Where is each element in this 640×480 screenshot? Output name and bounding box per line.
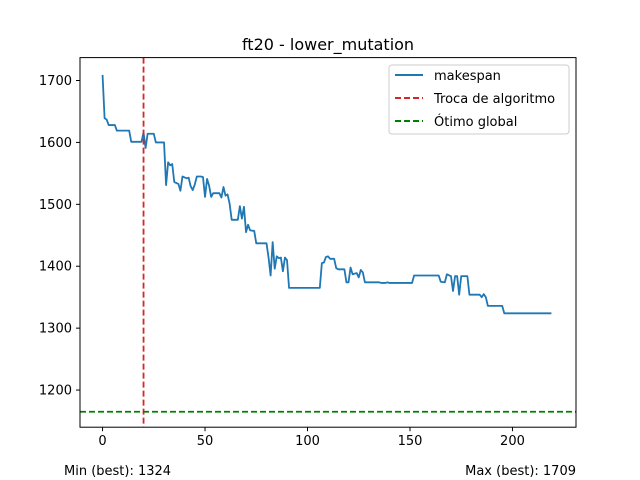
x-tick-label: 200 [500,434,525,449]
y-tick-label: 1400 [39,260,72,275]
plot-area [80,57,576,428]
legend-label-otimo-global: Ótimo global [434,114,517,130]
x-tick-label: 150 [398,434,423,449]
legend-box [388,64,570,135]
legend-label-makespan: makespan [434,69,501,84]
y-tick-label: 1200 [39,384,72,399]
y-tick-label: 1700 [39,74,72,89]
legend-label-troca-de-algoritmo: Troca de algoritmo [433,92,555,107]
legend: makespan Troca de algoritmo Ótimo global [388,64,570,135]
y-tick-label: 1600 [39,136,72,151]
y-tick-label: 1300 [39,322,72,337]
x-tick-label: 50 [197,434,214,449]
x-tick-label: 0 [98,434,106,449]
y-tick-label: 1500 [39,198,72,213]
chart-title: ft20 - lower_mutation [242,35,414,55]
min-best-label: Min (best): 1324 [64,464,171,479]
plot-frame [79,57,577,428]
max-best-label: Max (best): 1709 [465,464,576,479]
x-axis: 0 50 100 150 200 [98,427,525,449]
series-layer [80,57,576,428]
x-tick-label: 100 [295,434,320,449]
series-line-makespan [101,74,552,315]
y-axis: 1200 1300 1400 1500 1600 1700 [39,74,80,399]
